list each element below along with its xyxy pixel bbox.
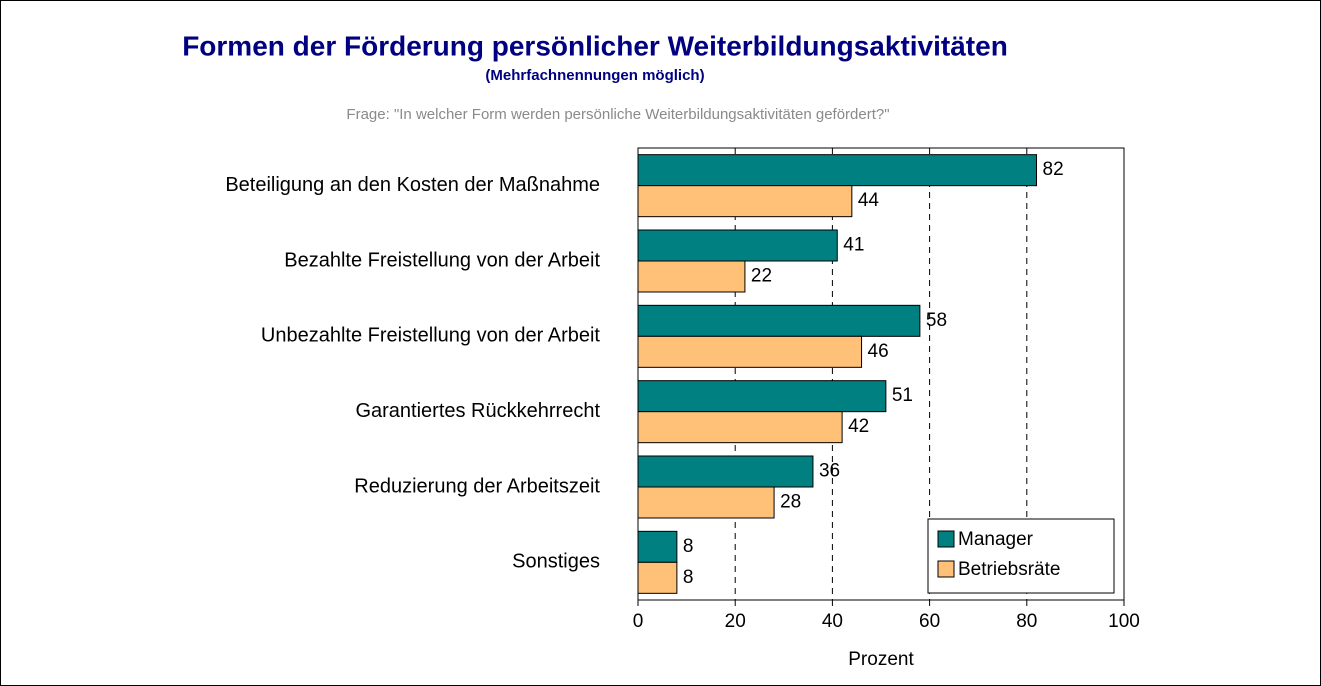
bar xyxy=(637,561,678,594)
x-tick-label: 0 xyxy=(633,611,644,632)
y-tick-label: Sonstiges xyxy=(512,551,600,573)
y-tick-label: Beteiligung an den Kosten der Maßnahme xyxy=(225,174,600,196)
bar xyxy=(637,530,678,563)
value-label: 8 xyxy=(683,567,694,588)
bar xyxy=(637,335,863,368)
y-tick-label: Garantiertes Rückkehrrecht xyxy=(355,400,600,422)
x-tick-label: 80 xyxy=(1016,611,1037,632)
bar xyxy=(637,486,775,519)
value-label: 22 xyxy=(751,266,772,287)
bar xyxy=(637,411,843,444)
value-label: 82 xyxy=(1043,159,1064,180)
legend-label: Betriebsräte xyxy=(958,559,1060,580)
x-tick-label: 60 xyxy=(919,611,940,632)
legend xyxy=(927,518,1115,594)
x-tick-label: 40 xyxy=(822,611,843,632)
x-tick-label: 100 xyxy=(1108,611,1140,632)
value-label: 46 xyxy=(868,341,889,362)
bar xyxy=(637,455,814,488)
bar xyxy=(637,260,746,293)
chart-subtitle: (Mehrfachnennungen möglich) xyxy=(485,67,704,84)
bar xyxy=(637,380,887,413)
y-tick-label: Unbezahlte Freistellung von der Arbeit xyxy=(261,325,601,347)
x-tick-label: 20 xyxy=(725,611,746,632)
bar xyxy=(637,185,853,218)
legend-label: Manager xyxy=(958,529,1034,550)
value-label: 44 xyxy=(858,190,880,211)
bar xyxy=(637,154,1038,187)
value-label: 51 xyxy=(892,385,913,406)
x-axis-label: Prozent xyxy=(848,649,914,670)
bar xyxy=(637,229,838,262)
question: Frage: "In welcher Form werden persönlic… xyxy=(346,106,889,123)
value-label: 42 xyxy=(848,416,869,437)
value-label: 41 xyxy=(843,235,864,256)
chart-title: Formen der Förderung persönlicher Weiter… xyxy=(182,30,1008,61)
value-label: 28 xyxy=(780,492,801,513)
value-label: 58 xyxy=(926,310,947,331)
y-tick-label: Reduzierung der Arbeitszeit xyxy=(354,475,600,497)
value-label: 8 xyxy=(683,536,694,557)
y-tick-label: Bezahlte Freistellung von der Arbeit xyxy=(284,249,600,271)
legend-swatch xyxy=(937,530,955,548)
value-label: 36 xyxy=(819,461,840,482)
legend-swatch xyxy=(937,560,955,578)
bar xyxy=(637,304,921,337)
